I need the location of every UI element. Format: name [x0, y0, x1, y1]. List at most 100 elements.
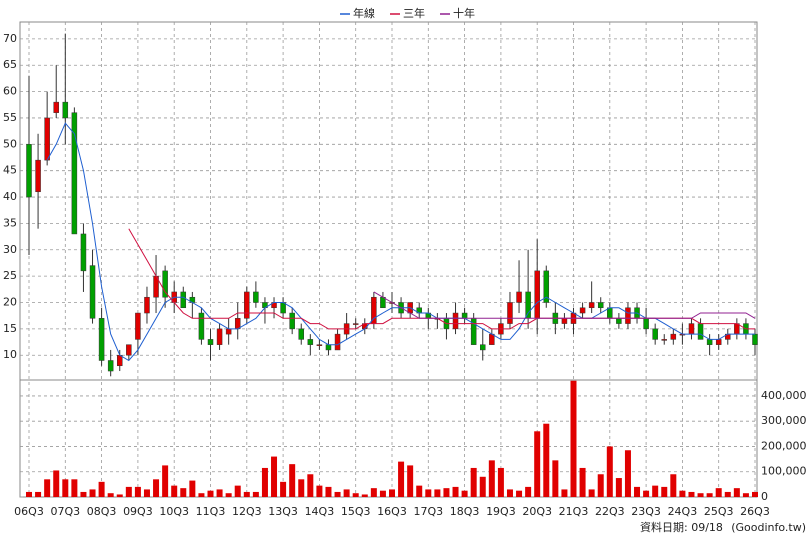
candle-body	[207, 339, 214, 345]
candle-body	[289, 312, 295, 330]
x-tick-label: 25Q3	[704, 505, 734, 518]
volume-bar	[697, 493, 704, 497]
volume-bar	[688, 491, 695, 497]
x-tick-label: 08Q3	[87, 505, 117, 518]
y-tick-label: 55	[3, 111, 17, 124]
volume-bar	[634, 486, 641, 497]
x-tick-label: 07Q3	[50, 505, 80, 518]
y-tick-label: 60	[3, 85, 17, 98]
candle-body	[534, 270, 540, 319]
volume-bar	[180, 488, 187, 497]
volume-tick-label: 400,000	[761, 389, 807, 402]
y-tick-label: 20	[3, 295, 17, 308]
candle-body	[180, 291, 187, 309]
volume-bar	[479, 476, 486, 497]
candle-body	[697, 323, 704, 340]
volume-bar	[497, 467, 504, 497]
volume-bar	[461, 490, 468, 497]
candle-body	[452, 312, 459, 330]
volume-bar	[552, 460, 559, 497]
y-tick-label: 40	[3, 190, 17, 203]
volume-bar	[398, 461, 405, 497]
volume-bar	[125, 486, 132, 497]
x-tick-label: 10Q3	[159, 505, 189, 518]
volume-tick-label: 300,000	[761, 414, 807, 427]
candle-body	[643, 318, 649, 330]
volume-bar	[679, 490, 686, 497]
y-tick-label: 10	[3, 348, 17, 361]
volume-bar	[570, 380, 577, 497]
x-tick-label: 15Q3	[341, 505, 371, 518]
x-tick-label: 23Q3	[631, 505, 661, 518]
legend-label: 三年	[403, 6, 425, 20]
volume-tick-label: 100,000	[761, 465, 807, 478]
volume-bar	[207, 490, 214, 497]
candle-body	[543, 270, 550, 303]
volume-bar	[216, 489, 223, 497]
candle-body	[89, 265, 96, 319]
x-tick-label: 06Q3	[14, 505, 44, 518]
candle-body	[135, 312, 141, 340]
volume-bar	[361, 494, 368, 497]
candle-body	[107, 360, 114, 372]
y-tick-label: 15	[3, 322, 17, 335]
volume-bar	[389, 489, 395, 497]
candle-body	[652, 328, 658, 340]
volume-bar	[35, 491, 42, 497]
volume-bar	[588, 489, 595, 497]
candle-body	[334, 333, 341, 351]
x-tick-label: 09Q3	[123, 505, 153, 518]
volume-bar	[752, 491, 758, 497]
volume-bar	[143, 489, 150, 497]
volume-bar	[98, 481, 105, 497]
candle-body	[144, 296, 150, 314]
candle-body	[225, 328, 232, 335]
volume-bar	[325, 486, 332, 497]
candle-body	[561, 318, 568, 324]
candle-body	[198, 312, 205, 340]
candle-body	[244, 291, 250, 319]
y-tick-label: 25	[3, 269, 17, 282]
volume-bar	[370, 488, 377, 497]
volume-bar	[534, 431, 541, 497]
volume-bar	[579, 467, 586, 497]
y-tick-label: 70	[3, 32, 17, 45]
volume-bar	[597, 474, 604, 497]
candle-body	[98, 318, 105, 361]
volume-bar	[724, 491, 731, 497]
volume-tick-label: 0	[761, 490, 768, 503]
volume-bar	[153, 479, 160, 497]
volume-bar	[271, 456, 278, 497]
candle-body	[126, 344, 132, 356]
volume-bar	[80, 491, 87, 497]
x-tick-label: 21Q3	[559, 505, 589, 518]
volume-bar	[715, 488, 722, 497]
volume-bar	[615, 478, 622, 497]
legend-label: 十年	[453, 6, 475, 20]
candle-body	[480, 344, 486, 351]
volume-bar	[234, 485, 241, 497]
y-tick-label: 30	[3, 243, 17, 256]
volume-bar	[252, 491, 259, 497]
candle-body	[325, 344, 332, 351]
volume-bar	[624, 450, 631, 497]
volume-bar	[379, 490, 386, 497]
volume-bar	[198, 493, 205, 497]
y-tick-label: 35	[3, 216, 17, 229]
volume-bar	[162, 465, 169, 497]
candle-body	[62, 101, 69, 119]
y-tick-label: 45	[3, 164, 17, 177]
footer-date: 資料日期: 09/18	[640, 520, 723, 534]
volume-bar	[506, 489, 513, 497]
volume-bar	[298, 479, 305, 497]
y-tick-label: 65	[3, 58, 17, 71]
x-tick-label: 11Q3	[196, 505, 226, 518]
volume-bar	[189, 480, 196, 497]
volume-bar	[443, 488, 450, 497]
volume-bar	[316, 485, 323, 497]
x-tick-label: 12Q3	[232, 505, 262, 518]
volume-bar	[516, 490, 523, 497]
x-tick-label: 19Q3	[486, 505, 516, 518]
volume-bar	[416, 485, 423, 497]
x-tick-label: 22Q3	[595, 505, 625, 518]
